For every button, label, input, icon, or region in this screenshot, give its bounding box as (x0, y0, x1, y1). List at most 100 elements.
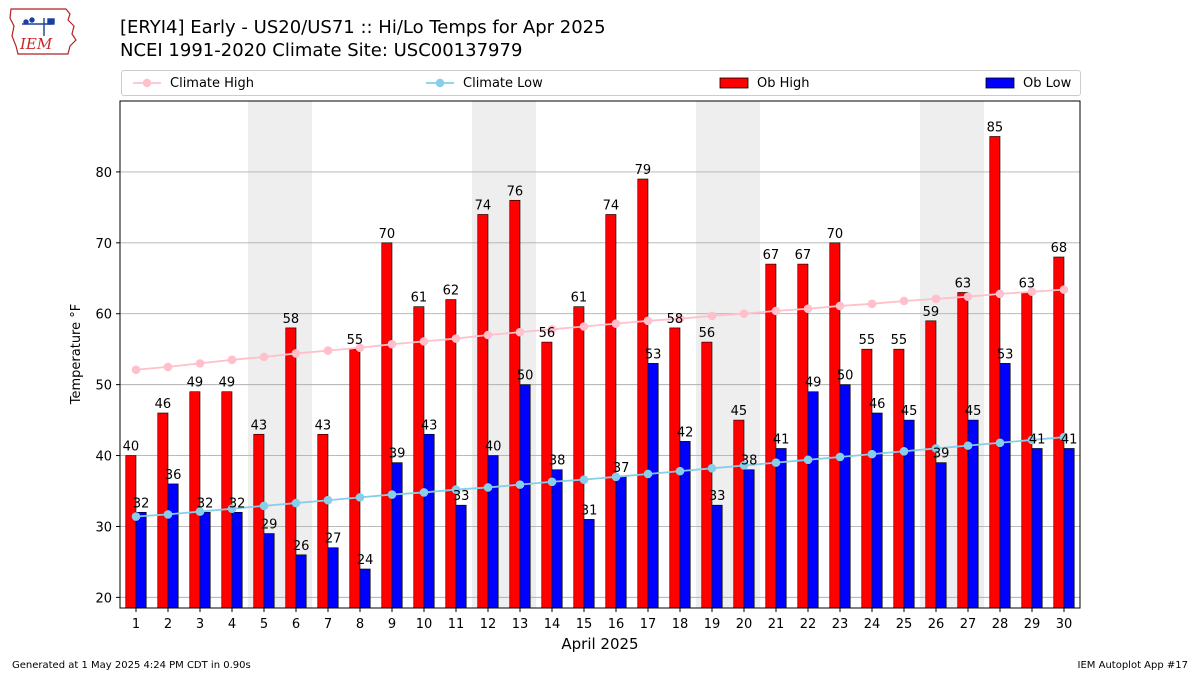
y-tick-label-20: 20 (95, 591, 112, 606)
x-tick-label-13: 13 (512, 617, 529, 632)
climate-high-point-day-13 (515, 327, 525, 337)
climate-high-point-day-5 (259, 352, 269, 362)
ob-high-value-label-day-27: 63 (955, 276, 972, 291)
ob-high-bar-day-17 (637, 178, 649, 609)
x-tick-label-26: 26 (928, 617, 945, 632)
ob-low-value-label-day-6: 26 (293, 539, 310, 554)
climate-high-point-day-16 (611, 319, 621, 328)
climate-high-point-day-14 (547, 325, 557, 334)
ob-high-value-label-day-7: 43 (315, 418, 332, 433)
ob-high-bar-day-12 (477, 214, 489, 609)
climate-high-point-day-25 (899, 296, 909, 306)
ob-low-bar-day-1 (135, 511, 147, 609)
climate-low-point-day-5 (259, 501, 269, 511)
bar-value-labels: 40 46 49 49 43 58 43 55 70 61 62 74 76 56 61 74 79 58 56 45… (123, 120, 1078, 568)
y-tick-label-60: 60 (95, 308, 112, 323)
ob-high-value-label-day-6: 58 (283, 312, 300, 327)
ob-high-bar-day-23 (829, 242, 841, 609)
ob-low-bar-day-10 (423, 433, 435, 609)
chart-legend: Climate High Climate Low Ob High Ob Low (121, 70, 1081, 96)
ob-low-bar-day-6 (295, 554, 307, 609)
ob-low-bar-day-8 (359, 568, 371, 609)
climate-low-point-day-10 (419, 488, 429, 497)
x-tick-label-14: 14 (544, 617, 561, 632)
climate-high-point-day-21 (771, 306, 781, 316)
climate-high-point-day-7 (323, 346, 333, 355)
ob-high-value-label-day-10: 61 (411, 291, 428, 306)
ob-low-value-label-day-4: 32 (229, 496, 246, 511)
ob-low-value-label-day-10: 43 (421, 418, 438, 433)
ob-low-value-label-day-21: 41 (773, 432, 790, 447)
y-tick-label-40: 40 (95, 450, 112, 465)
ob-low-value-label-day-26: 39 (933, 447, 950, 462)
ob-low-bar-day-5 (263, 533, 275, 609)
x-tick-label-28: 28 (992, 617, 1009, 632)
ob-low-value-label-day-23: 50 (837, 369, 854, 384)
ob-high-value-label-day-17: 79 (635, 163, 652, 178)
ob-high-value-label-day-8: 55 (347, 333, 364, 348)
ob-high-value-label-day-25: 55 (891, 333, 908, 348)
climate-low-point-day-1 (131, 512, 141, 521)
ob-low-value-label-day-19: 33 (709, 489, 726, 504)
ob-low-bar-day-3 (199, 511, 211, 609)
climate-low-point-day-21 (771, 458, 781, 467)
x-tick-label-25: 25 (896, 617, 913, 632)
ob-high-bar-day-11 (445, 299, 457, 609)
ob-low-value-label-day-2: 36 (165, 468, 182, 483)
x-tick-label-22: 22 (800, 617, 817, 632)
ob-high-bar-day-26 (925, 320, 937, 609)
x-tick-label-16: 16 (608, 617, 625, 632)
ob-high-bar-day-6 (285, 327, 297, 609)
climate-low-point-day-8 (355, 493, 365, 502)
ob-high-value-label-day-19: 56 (699, 326, 716, 341)
legend-label-climate-low: Climate Low (463, 75, 543, 91)
climate-low-point-day-15 (579, 475, 589, 484)
ob-high-bar-day-27 (957, 292, 969, 609)
ob-high-value-label-day-22: 67 (795, 248, 812, 263)
climate-low-point-day-17 (643, 469, 653, 479)
climate-low-point-day-14 (547, 477, 557, 487)
climate-low-point-day-24 (867, 449, 877, 459)
ob-high-value-label-day-26: 59 (923, 305, 940, 320)
iem-logo: IEM (9, 8, 77, 55)
ob-low-value-label-day-17: 53 (645, 347, 662, 362)
ob-low-bar-day-22 (807, 391, 819, 609)
x-tick-label-1: 1 (132, 617, 140, 632)
x-tick-label-10: 10 (416, 617, 433, 632)
climate-high-point-day-22 (803, 304, 813, 314)
ob-low-value-label-day-12: 40 (485, 440, 502, 455)
climate-high-point-day-19 (707, 311, 717, 321)
ob-low-value-label-day-16: 37 (613, 461, 630, 476)
climate-low-point-day-29 (1027, 435, 1037, 445)
climate-low-point-day-16 (611, 472, 621, 482)
climate-high-point-day-8 (355, 343, 365, 353)
x-tick-label-9: 9 (388, 617, 396, 632)
y-tick-label-30: 30 (95, 520, 112, 535)
climate-low-point-day-28 (995, 438, 1005, 448)
legend-label-climate-high: Climate High (170, 75, 255, 91)
ob-low-bar-day-29 (1031, 448, 1043, 609)
ob-high-bar-day-10 (413, 306, 425, 609)
climate-high-point-day-6 (291, 349, 301, 358)
x-tick-label-8: 8 (356, 617, 364, 632)
ob-high-bar-day-22 (797, 263, 809, 609)
ob-high-bar-day-7 (317, 433, 329, 609)
ob-low-value-label-day-1: 32 (133, 496, 150, 511)
ob-high-bar-day-15 (573, 306, 585, 609)
footer-app-id: IEM Autoplot App #17 (1077, 660, 1188, 671)
ob-low-value-label-day-27: 45 (965, 404, 982, 419)
ob-high-value-label-day-13: 76 (507, 184, 524, 199)
x-tick-label-11: 11 (448, 617, 465, 632)
ob-high-value-label-day-11: 62 (443, 284, 460, 299)
ob-high-bar-day-1 (125, 455, 137, 609)
ob-low-bar-day-19 (711, 504, 723, 609)
legend-item-ob-low: Ob Low (985, 71, 1071, 95)
ob-high-bar-day-13 (509, 199, 521, 609)
x-tick-label-15: 15 (576, 617, 593, 632)
climate-high-line (135, 288, 1065, 371)
climate-low-point-day-30 (1059, 432, 1069, 442)
x-tick-label-20: 20 (736, 617, 753, 632)
logo-text: IEM (19, 35, 53, 53)
climate-high-point-day-1 (131, 365, 141, 375)
